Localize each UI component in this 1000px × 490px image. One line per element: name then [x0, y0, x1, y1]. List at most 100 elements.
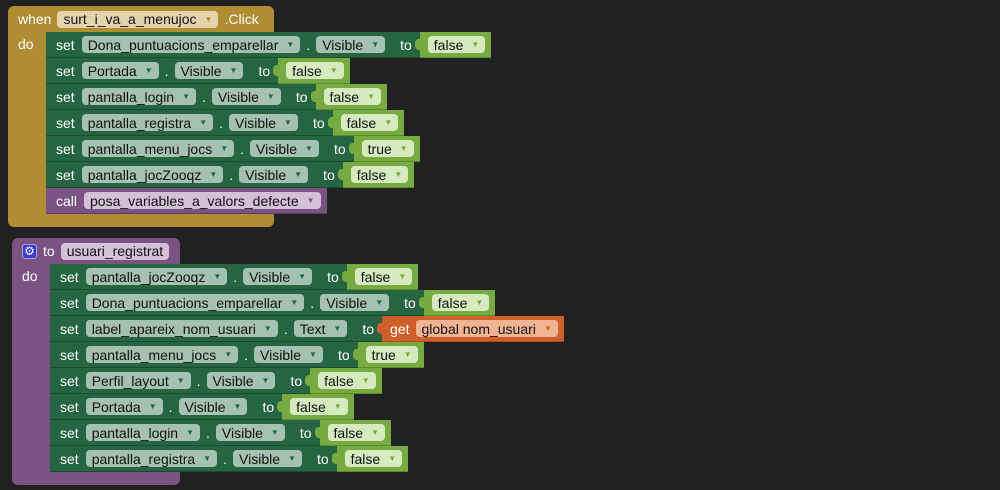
set-property-block[interactable]: set pantalla_login ▼. Visible ▼ to: [46, 84, 318, 110]
boolean-dropdown[interactable]: false ▼: [290, 398, 348, 415]
property-dropdown[interactable]: Visible ▼: [211, 88, 281, 105]
component-dropdown[interactable]: Portada ▼: [81, 62, 159, 79]
boolean-dropdown[interactable]: true ▼: [365, 346, 418, 363]
set-property-block[interactable]: set label_apareix_nom_usuari ▼. Text ▼ to: [50, 316, 385, 342]
boolean-dropdown[interactable]: false ▼: [327, 424, 386, 441]
component-dropdown[interactable]: pantalla_registra ▼: [81, 114, 214, 131]
set-property-block[interactable]: set pantalla_menu_jocs ▼. Visible ▼ to: [46, 136, 356, 162]
boolean-dropdown[interactable]: false ▼: [286, 62, 344, 79]
to-label: to: [43, 243, 55, 259]
set-property-block[interactable]: set pantalla_login ▼. Visible ▼ to: [50, 420, 322, 446]
boolean-value-block[interactable]: false ▼: [341, 264, 419, 290]
dropdown-arrow-icon: ▼: [290, 298, 299, 307]
call-label: call: [56, 192, 78, 209]
statement-row: set pantalla_registra ▼. Visible ▼ to false ▼: [46, 110, 491, 136]
dropdown-arrow-icon: ▼: [309, 350, 317, 359]
property-dropdown[interactable]: Visible ▼: [178, 398, 248, 415]
set-property-block[interactable]: set pantalla_jocZooqz ▼. Visible ▼ to: [46, 162, 345, 188]
boolean-dropdown[interactable]: false ▼: [344, 450, 403, 467]
set-property-block[interactable]: set pantalla_registra ▼. Visible ▼ to: [50, 446, 339, 472]
component-dropdown[interactable]: pantalla_jocZooqz ▼: [85, 268, 228, 285]
property-dropdown[interactable]: Text ▼: [293, 320, 348, 337]
component-dropdown[interactable]: pantalla_jocZooqz ▼: [81, 166, 224, 183]
property-dropdown-text: Visible: [184, 398, 226, 415]
set-label: set: [60, 424, 79, 441]
dot-separator: .: [244, 346, 249, 363]
get-variable-block[interactable]: get global nom_usuari ▼: [377, 316, 564, 342]
property-dropdown-text: Visible: [217, 88, 259, 105]
set-property-block[interactable]: set Portada ▼. Visible ▼ to: [46, 58, 281, 84]
boolean-value-block[interactable]: false ▼: [310, 84, 388, 110]
boolean-value-block[interactable]: false ▼: [277, 394, 354, 420]
property-dropdown[interactable]: Visible ▼: [174, 62, 244, 79]
set-property-block[interactable]: set pantalla_registra ▼. Visible ▼ to: [46, 110, 335, 136]
set-property-block[interactable]: set Perfil_layout ▼. Visible ▼ to: [50, 368, 313, 394]
set-property-block[interactable]: set pantalla_jocZooqz ▼. Visible ▼ to: [50, 264, 349, 290]
property-dropdown[interactable]: Visible ▼: [233, 450, 302, 467]
property-dropdown[interactable]: Visible ▼: [239, 166, 309, 183]
boolean-dropdown[interactable]: false ▼: [354, 268, 413, 285]
dropdown-arrow-icon: ▼: [286, 40, 295, 49]
boolean-value-block[interactable]: false ▼: [337, 162, 415, 188]
property-dropdown[interactable]: Visible ▼: [316, 36, 386, 53]
variable-dropdown[interactable]: global nom_usuari ▼: [415, 320, 558, 337]
boolean-dropdown[interactable]: false ▼: [350, 166, 409, 183]
property-dropdown[interactable]: Visible ▼: [206, 372, 276, 389]
call-procedure-block[interactable]: call posa_variables_a_valors_defecte ▼: [46, 188, 327, 214]
set-label: set: [56, 166, 75, 183]
boolean-dropdown[interactable]: true ▼: [361, 140, 414, 157]
property-dropdown[interactable]: Visible ▼: [320, 294, 390, 311]
statement-row: set pantalla_jocZooqz ▼. Visible ▼ to false ▼: [50, 264, 564, 290]
boolean-value-block[interactable]: false ▼: [273, 58, 350, 84]
boolean-value-block[interactable]: false ▼: [314, 420, 392, 446]
boolean-value-block[interactable]: false ▼: [327, 110, 405, 136]
set-label: set: [60, 320, 79, 337]
boolean-dropdown[interactable]: false ▼: [318, 372, 376, 389]
dot-separator: .: [223, 450, 228, 467]
boolean-dropdown[interactable]: false ▼: [340, 114, 399, 131]
dropdown-arrow-icon: ▼: [294, 170, 303, 179]
set-property-block[interactable]: set Dona_puntuacions_emparellar ▼. Visible ▼…: [50, 290, 426, 316]
boolean-value-block[interactable]: false ▼: [305, 368, 382, 394]
boolean-dropdown[interactable]: false ▼: [431, 294, 490, 311]
gear-icon[interactable]: ⚙: [22, 243, 37, 259]
dropdown-arrow-icon: ▼: [371, 40, 380, 49]
to-label: to: [312, 114, 325, 131]
component-dropdown[interactable]: pantalla_login ▼: [85, 424, 201, 441]
property-dropdown[interactable]: Visible ▼: [250, 140, 319, 157]
set-property-block[interactable]: set Dona_puntuacions_emparellar ▼. Visible ▼…: [46, 32, 422, 58]
boolean-value-block[interactable]: true ▼: [348, 136, 420, 162]
dropdown-arrow-icon: ▼: [209, 170, 218, 179]
component-dropdown[interactable]: pantalla_menu_jocs ▼: [85, 346, 239, 363]
dot-separator: .: [196, 372, 201, 389]
component-dropdown[interactable]: pantalla_login ▼: [81, 88, 197, 105]
boolean-value-block[interactable]: false ▼: [418, 290, 496, 316]
component-dropdown[interactable]: Portada ▼: [85, 398, 163, 415]
boolean-value-block[interactable]: false ▼: [414, 32, 492, 58]
set-property-block[interactable]: set pantalla_menu_jocs ▼. Visible ▼ to: [50, 342, 360, 368]
component-dropdown[interactable]: pantalla_registra ▼: [85, 450, 218, 467]
procedure-dropdown[interactable]: posa_variables_a_valors_defecte ▼: [84, 192, 321, 209]
procedure-statements: set pantalla_jocZooqz ▼. Visible ▼ to false ▼ se…: [50, 264, 564, 472]
property-dropdown[interactable]: Visible ▼: [254, 346, 323, 363]
boolean-value-block[interactable]: true ▼: [352, 342, 424, 368]
property-dropdown-text: Visible: [249, 268, 291, 285]
dot-separator: .: [240, 140, 245, 157]
property-dropdown-text: Visible: [326, 294, 368, 311]
component-dropdown[interactable]: label_apareix_nom_usuari ▼: [85, 320, 278, 337]
boolean-dropdown[interactable]: false ▼: [323, 88, 382, 105]
component-dropdown[interactable]: Perfil_layout ▼: [85, 372, 191, 389]
component-dropdown[interactable]: Dona_puntuacions_emparellar ▼: [85, 294, 305, 311]
component-dropdown[interactable]: Dona_puntuacions_emparellar ▼: [81, 36, 301, 53]
property-dropdown[interactable]: Visible ▼: [215, 424, 285, 441]
set-property-block[interactable]: set Portada ▼. Visible ▼ to: [50, 394, 285, 420]
dot-separator: .: [233, 268, 238, 285]
property-dropdown[interactable]: Visible ▼: [243, 268, 313, 285]
procedure-name-field[interactable]: usuari_registrat: [60, 242, 170, 260]
component-dropdown[interactable]: pantalla_menu_jocs ▼: [81, 140, 235, 157]
property-dropdown[interactable]: Visible ▼: [229, 114, 298, 131]
property-dropdown-text: Visible: [212, 372, 254, 389]
component-dropdown[interactable]: surt_i_va_a_menujoc ▼: [57, 10, 219, 28]
boolean-dropdown[interactable]: false ▼: [427, 36, 486, 53]
boolean-value-block[interactable]: false ▼: [331, 446, 409, 472]
